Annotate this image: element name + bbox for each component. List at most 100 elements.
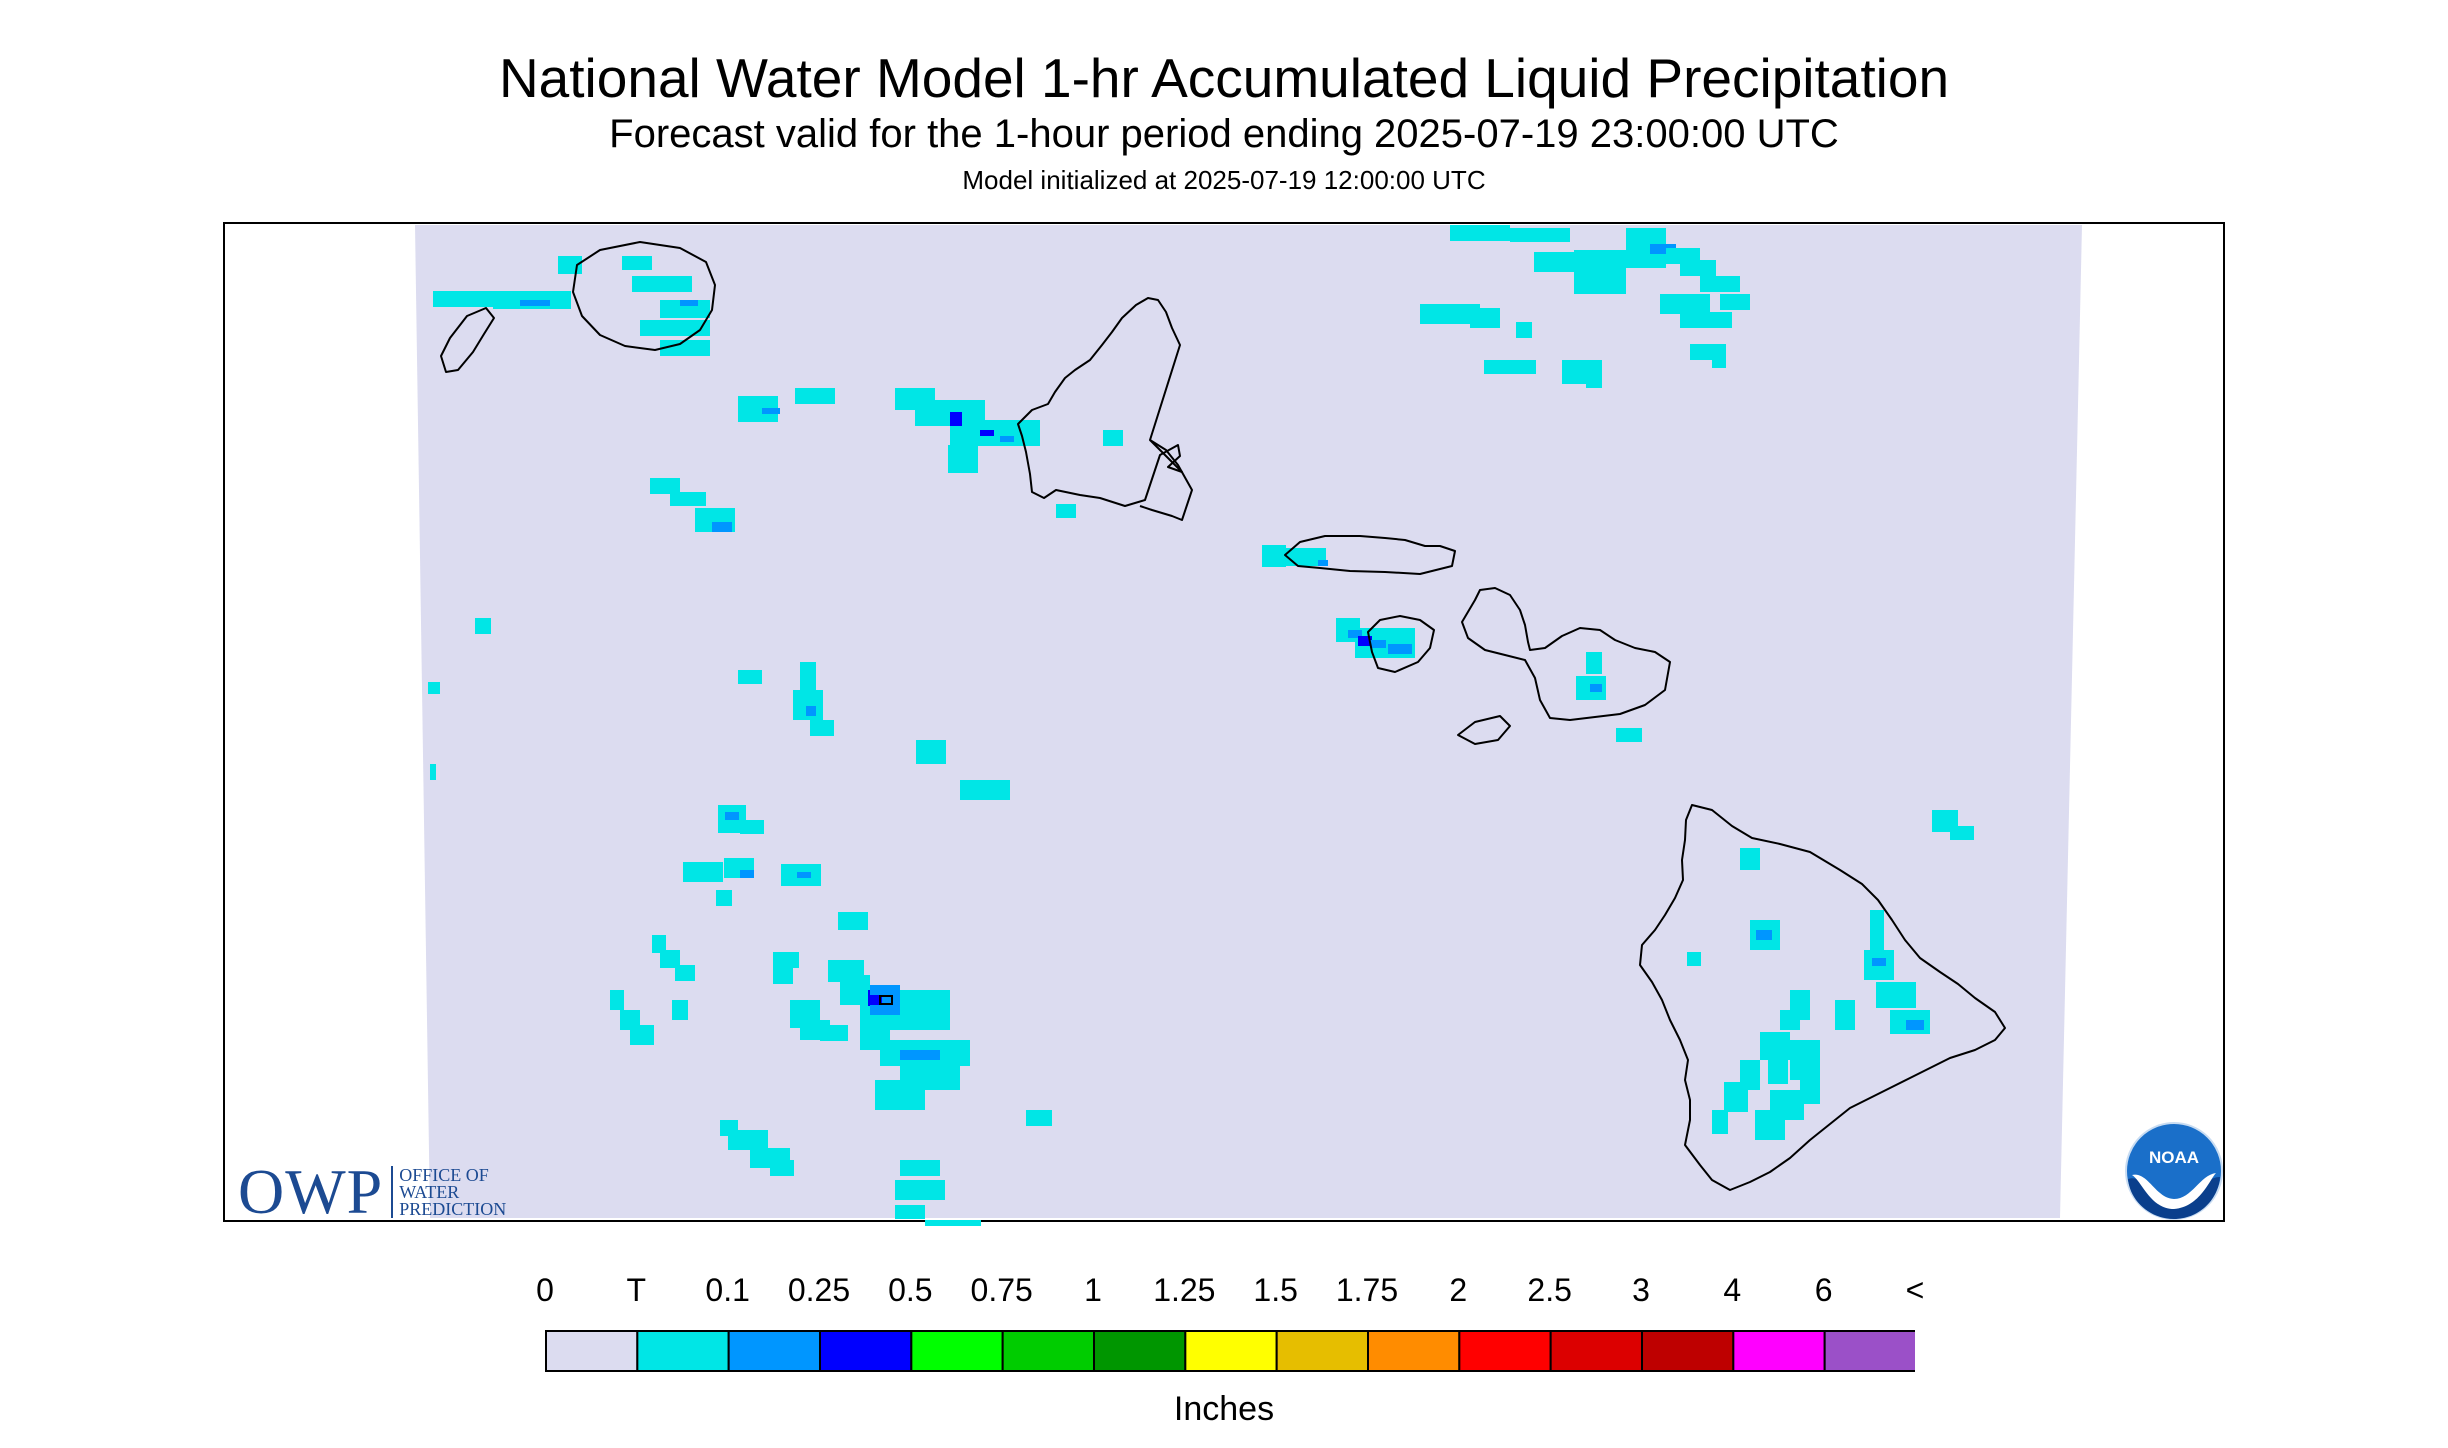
precip-cell bbox=[795, 388, 835, 404]
legend-swatch bbox=[1641, 1330, 1735, 1372]
precip-cell bbox=[1510, 228, 1570, 242]
model-domain bbox=[415, 225, 2082, 1218]
precip-cell bbox=[1760, 1032, 1790, 1060]
legend-swatch bbox=[1732, 1330, 1826, 1372]
precip-cell bbox=[1712, 358, 1726, 368]
owp-logo-name: OFFICE OF WATER PREDICTION bbox=[399, 1164, 506, 1218]
precip-cell bbox=[773, 952, 799, 968]
precip-cell bbox=[622, 256, 652, 270]
precip-cell bbox=[950, 420, 1040, 446]
precip-cell bbox=[1484, 360, 1536, 374]
legend-swatch bbox=[819, 1330, 913, 1372]
legend-label: 1.25 bbox=[1153, 1272, 1216, 1308]
precip-cell bbox=[980, 430, 994, 436]
legend-swatch bbox=[1823, 1330, 1915, 1372]
owp-name-line: WATER bbox=[399, 1181, 460, 1202]
legend-swatch bbox=[1458, 1330, 1552, 1372]
precip-cell bbox=[428, 682, 440, 694]
domain-clip-notch bbox=[1680, 1218, 2060, 1219]
precip-cell bbox=[838, 912, 868, 930]
precip-cell bbox=[925, 1220, 981, 1226]
legend-label: 1.5 bbox=[1253, 1272, 1298, 1308]
precip-cell bbox=[875, 1080, 925, 1110]
precip-cell bbox=[868, 995, 882, 1005]
precip-cell bbox=[1724, 1082, 1748, 1112]
precip-cell bbox=[1450, 225, 1510, 241]
precip-cell bbox=[652, 935, 666, 953]
precip-cell bbox=[1586, 376, 1602, 388]
precip-cell bbox=[948, 445, 978, 473]
chart-title: National Water Model 1-hr Accumulated Li… bbox=[498, 47, 1950, 109]
precip-cell bbox=[716, 890, 732, 906]
precip-cell bbox=[1835, 1000, 1855, 1030]
legend-labels: 0 T 0.1 0.25 0.5 0.75 1 1.25 1.5 1.75 2 2.5 3 4 6 < bbox=[0, 1272, 2448, 1312]
model-init-time: Model initialized at 2025-07-19 12:00:00… bbox=[962, 165, 1486, 195]
precip-cell bbox=[1906, 1020, 1924, 1030]
noaa-logo-text: NOAA bbox=[2149, 1148, 2199, 1167]
island-lanai bbox=[1367, 615, 1435, 673]
precip-cell bbox=[433, 291, 493, 307]
precip-cell bbox=[762, 408, 780, 414]
precip-cell bbox=[1286, 548, 1326, 566]
precip-cell bbox=[1370, 640, 1386, 648]
precip-cell bbox=[1780, 1010, 1800, 1030]
legend-label: 0.25 bbox=[787, 1272, 851, 1308]
precip-cell bbox=[1616, 728, 1642, 742]
precip-cell bbox=[1687, 952, 1701, 966]
precip-cell bbox=[900, 1050, 940, 1060]
precip-cell bbox=[430, 764, 436, 780]
island-hawaii bbox=[1639, 804, 2006, 1191]
precip-cell bbox=[740, 820, 764, 834]
legend-swatch bbox=[636, 1330, 730, 1372]
precip-cell bbox=[1420, 304, 1480, 324]
owp-logo-divider bbox=[391, 1166, 394, 1218]
precip-cell bbox=[1690, 344, 1726, 360]
precip-cell bbox=[1262, 545, 1286, 567]
precip-cell bbox=[1740, 848, 1760, 870]
precip-cell bbox=[960, 780, 1010, 800]
legend-label: 0.1 bbox=[705, 1272, 750, 1308]
precip-cell bbox=[660, 340, 710, 356]
noaa-logo: NOAA bbox=[2125, 1122, 2223, 1220]
precip-cell bbox=[728, 1130, 768, 1150]
precip-cell bbox=[670, 492, 706, 506]
precip-cell bbox=[770, 1160, 794, 1176]
precip-cell bbox=[806, 706, 816, 716]
precip-cell bbox=[1680, 312, 1732, 328]
precip-cell bbox=[1388, 644, 1412, 654]
precip-cell bbox=[1534, 252, 1574, 272]
legend-label: 0.5 bbox=[888, 1272, 933, 1308]
island-niihau bbox=[440, 307, 495, 373]
precip-cell bbox=[520, 300, 550, 306]
precip-cell bbox=[475, 618, 491, 634]
precip-cell bbox=[810, 720, 834, 736]
precip-cell bbox=[1660, 294, 1710, 314]
precip-cell bbox=[1000, 436, 1014, 442]
owp-name-line: OFFICE OF bbox=[399, 1164, 489, 1185]
legend-label: 3 bbox=[1632, 1272, 1650, 1308]
precip-cell bbox=[1872, 958, 1886, 966]
chart-subtitle: Forecast valid for the 1-hour period end… bbox=[609, 112, 1839, 156]
precip-cell bbox=[650, 478, 680, 494]
precip-cell bbox=[895, 1180, 945, 1200]
legend-label: T bbox=[626, 1272, 647, 1308]
legend-units: Inches bbox=[1173, 1390, 1275, 1428]
precip-cell bbox=[1574, 250, 1626, 294]
precip-cell bbox=[1768, 1060, 1788, 1084]
precip-cell bbox=[950, 412, 962, 426]
precip-cell bbox=[1516, 322, 1532, 338]
precip-cell bbox=[725, 812, 739, 820]
legend-swatch bbox=[910, 1330, 1004, 1372]
precip-cell bbox=[672, 1000, 688, 1020]
precip-cell bbox=[680, 300, 698, 306]
precip-cells bbox=[428, 225, 1974, 1226]
legend-label: 1.75 bbox=[1335, 1272, 1399, 1308]
legend-label: 4 bbox=[1723, 1272, 1742, 1308]
legend-colorbar bbox=[545, 1330, 1915, 1372]
precip-cell bbox=[1650, 244, 1676, 254]
precip-cell bbox=[1680, 260, 1716, 276]
legend-swatch bbox=[1093, 1330, 1187, 1372]
island-kahoolawe bbox=[1457, 715, 1511, 745]
island-kauai bbox=[572, 241, 716, 351]
